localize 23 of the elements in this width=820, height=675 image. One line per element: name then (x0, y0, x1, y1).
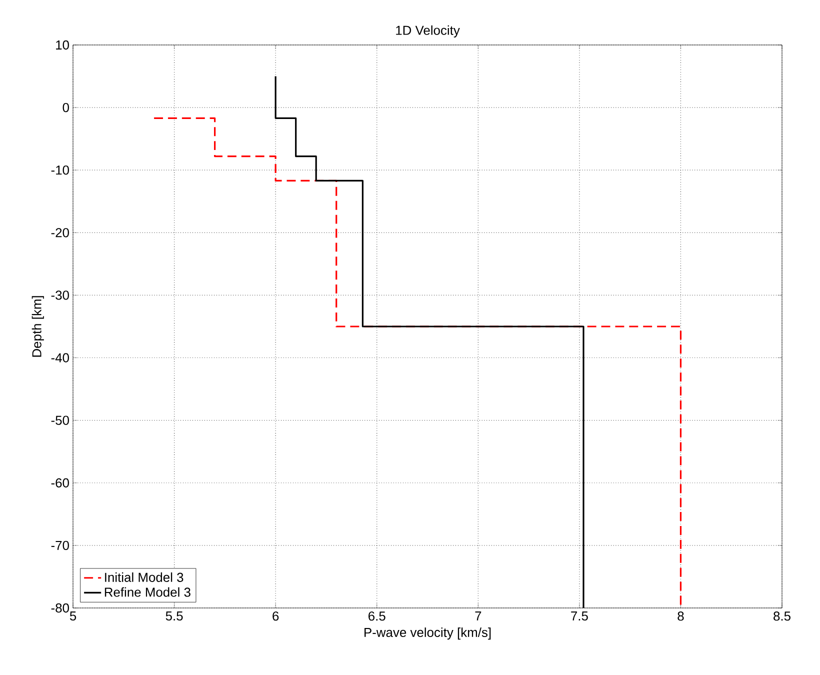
y-tick-label: -50 (51, 416, 69, 425)
y-tick-label: -70 (51, 540, 69, 550)
x-tick-label: 7.5 (571, 612, 588, 621)
y-tick-label: -30 (51, 290, 69, 300)
x-tick-label: 5.5 (166, 612, 183, 621)
x-axis-title: P-wave velocity [km/s] (364, 628, 491, 640)
x-tick-label: 5 (70, 612, 76, 621)
x-tick-label: 6.5 (368, 612, 386, 621)
y-tick-label: 0 (62, 102, 69, 112)
y-tick-label: -40 (51, 353, 69, 362)
y-tick-label: -60 (51, 478, 69, 488)
legend-label: Refine Model 3 (104, 587, 190, 597)
x-tick-label: 6 (272, 612, 279, 621)
y-tick-label: -80 (51, 603, 69, 613)
chart-title: 1D Velocity (396, 25, 460, 38)
x-tick-label: 8 (678, 612, 684, 621)
x-tick-label: 7 (475, 612, 482, 620)
y-axis-title: Depth [km] (32, 296, 44, 357)
y-tick-label: -20 (51, 228, 69, 238)
y-tick-label: -10 (51, 166, 69, 175)
y-tick-label: 10 (56, 40, 69, 50)
legend-label: Initial Model 3 (105, 572, 184, 582)
x-tick-label: 8.5 (774, 612, 790, 621)
